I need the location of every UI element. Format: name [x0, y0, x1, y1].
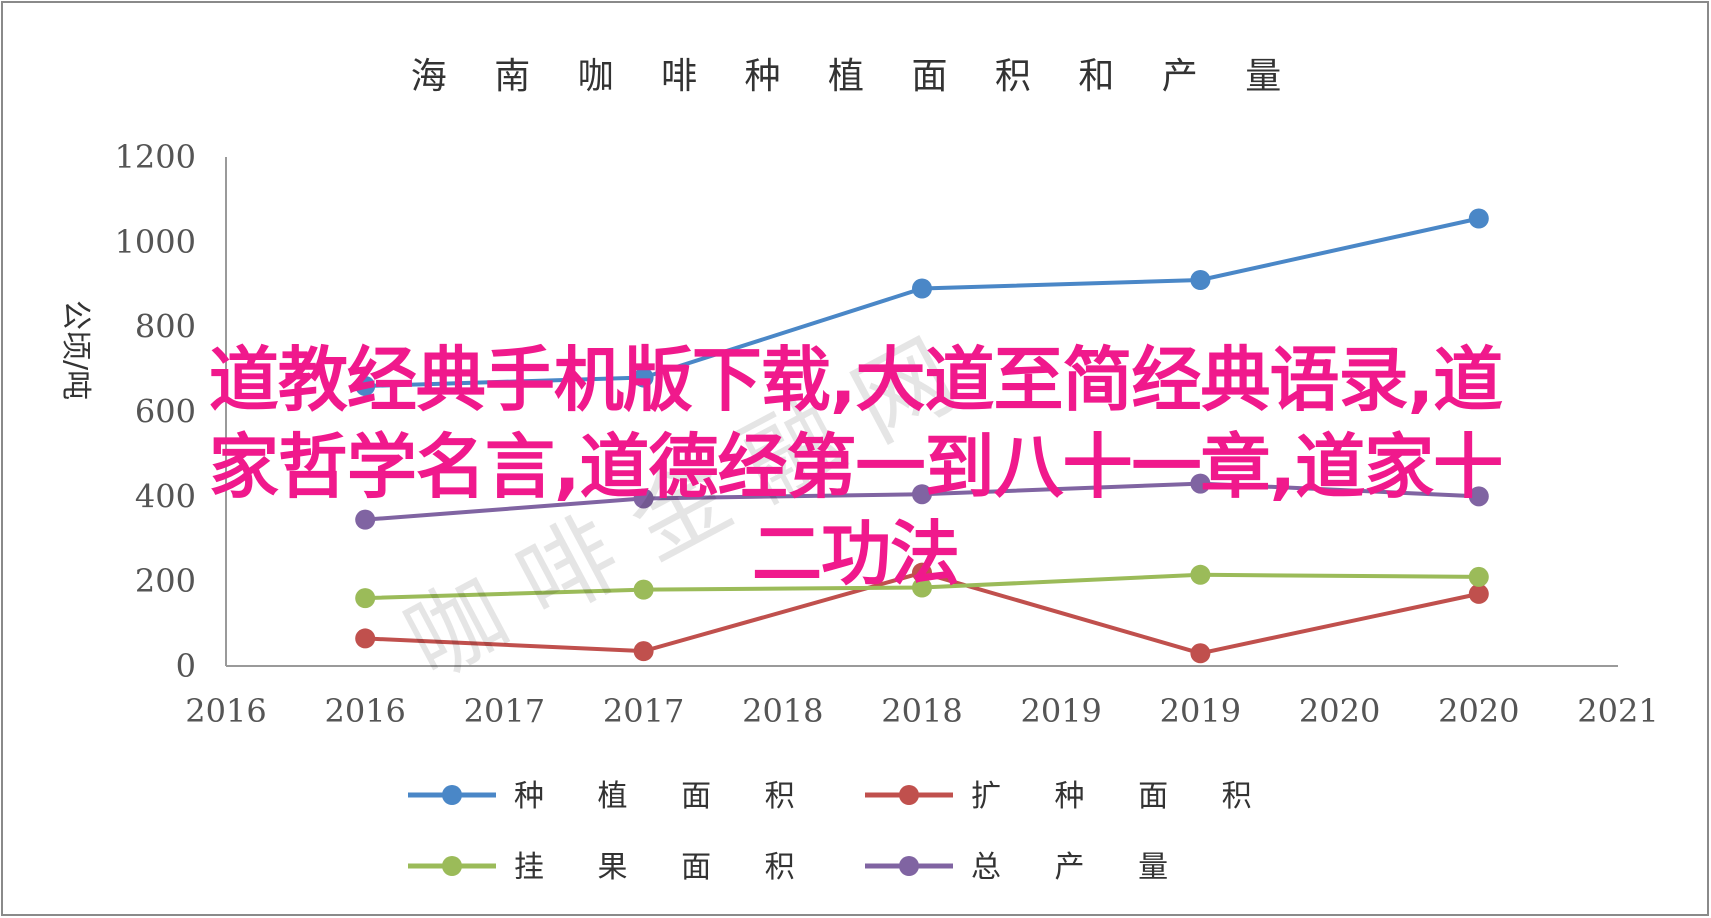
x-tick-label: 2016 — [185, 692, 266, 730]
legend-item: 扩 种 面 积 — [865, 779, 1274, 814]
legend-swatch-marker — [899, 785, 919, 805]
data-point — [912, 484, 932, 505]
data-point — [633, 488, 654, 509]
series-4 — [355, 473, 1489, 530]
data-point — [912, 278, 932, 299]
legend-swatch-marker — [442, 856, 462, 876]
x-tick-label: 2019 — [1160, 692, 1241, 730]
data-point — [1190, 473, 1211, 494]
x-tick-label: 2017 — [603, 692, 684, 730]
x-tick-label: 2016 — [324, 692, 405, 730]
y-tick-label: 800 — [135, 308, 196, 346]
data-point — [912, 562, 932, 583]
y-tick-label: 600 — [135, 393, 196, 431]
data-point — [1190, 643, 1211, 664]
data-point — [912, 577, 932, 598]
x-tick-label: 2020 — [1299, 692, 1380, 730]
legend-item: 挂 果 面 积 — [408, 850, 817, 885]
data-point — [1190, 564, 1211, 585]
y-tick-label: 1000 — [115, 223, 196, 261]
overlay-headline-line-2: 家哲学名言,道德经第一到八十一章,道家十 — [208, 426, 1503, 508]
data-point — [633, 641, 654, 662]
x-tick-label: 2020 — [1438, 692, 1519, 730]
overlay-headline-line-1: 道教经典手机版下载,大道至简经典语录,道 — [208, 339, 1503, 421]
data-point — [355, 509, 376, 530]
legend-label: 挂 果 面 积 — [514, 850, 817, 885]
y-tick-label: 1200 — [115, 138, 196, 176]
y-tick-label: 400 — [135, 477, 196, 515]
data-point — [355, 376, 376, 397]
data-point — [1190, 270, 1211, 291]
y-axis: 0 200 400 600 800 1000 1200 — [115, 138, 227, 685]
y-tick-label: 200 — [135, 562, 196, 600]
x-tick-label: 2018 — [742, 692, 823, 730]
legend-label: 种 植 面 积 — [514, 779, 817, 814]
x-axis: 2016 2016 2017 2017 2018 2018 2019 2019 2020 2020… — [185, 665, 1659, 730]
x-tick-label: 2021 — [1577, 692, 1658, 730]
data-point — [1468, 566, 1489, 587]
data-point — [1468, 583, 1489, 604]
x-tick-label: 2017 — [464, 692, 545, 730]
legend-label: 扩 种 面 积 — [971, 779, 1274, 814]
data-point — [1468, 486, 1489, 507]
y-axis-label: 公顷/吨 — [58, 300, 93, 400]
legend-item: 种 植 面 积 — [408, 779, 817, 814]
legend: 种 植 面 积 扩 种 面 积挂 果 面 积 总 产 量 — [408, 779, 1274, 885]
series-2 — [355, 562, 1489, 664]
x-tick-label: 2019 — [1020, 692, 1101, 730]
legend-swatch-marker — [899, 856, 919, 876]
data-point — [355, 628, 376, 649]
legend-item: 总 产 量 — [865, 850, 1190, 885]
legend-swatch-marker — [442, 785, 462, 805]
chart-title: 海 南 咖 啡 种 植 面 积 和 产 量 — [411, 56, 1299, 97]
y-tick-label: 0 — [176, 647, 196, 685]
series-3 — [355, 564, 1489, 609]
series-1 — [355, 208, 1489, 397]
data-point — [633, 579, 654, 600]
data-point — [633, 367, 654, 388]
data-point — [355, 588, 376, 609]
data-point — [1468, 208, 1489, 229]
overlay-headline-line-3: 二功法 — [752, 513, 960, 595]
x-tick-label: 2018 — [881, 692, 962, 730]
series-layer — [355, 208, 1489, 664]
legend-label: 总 产 量 — [971, 850, 1190, 885]
